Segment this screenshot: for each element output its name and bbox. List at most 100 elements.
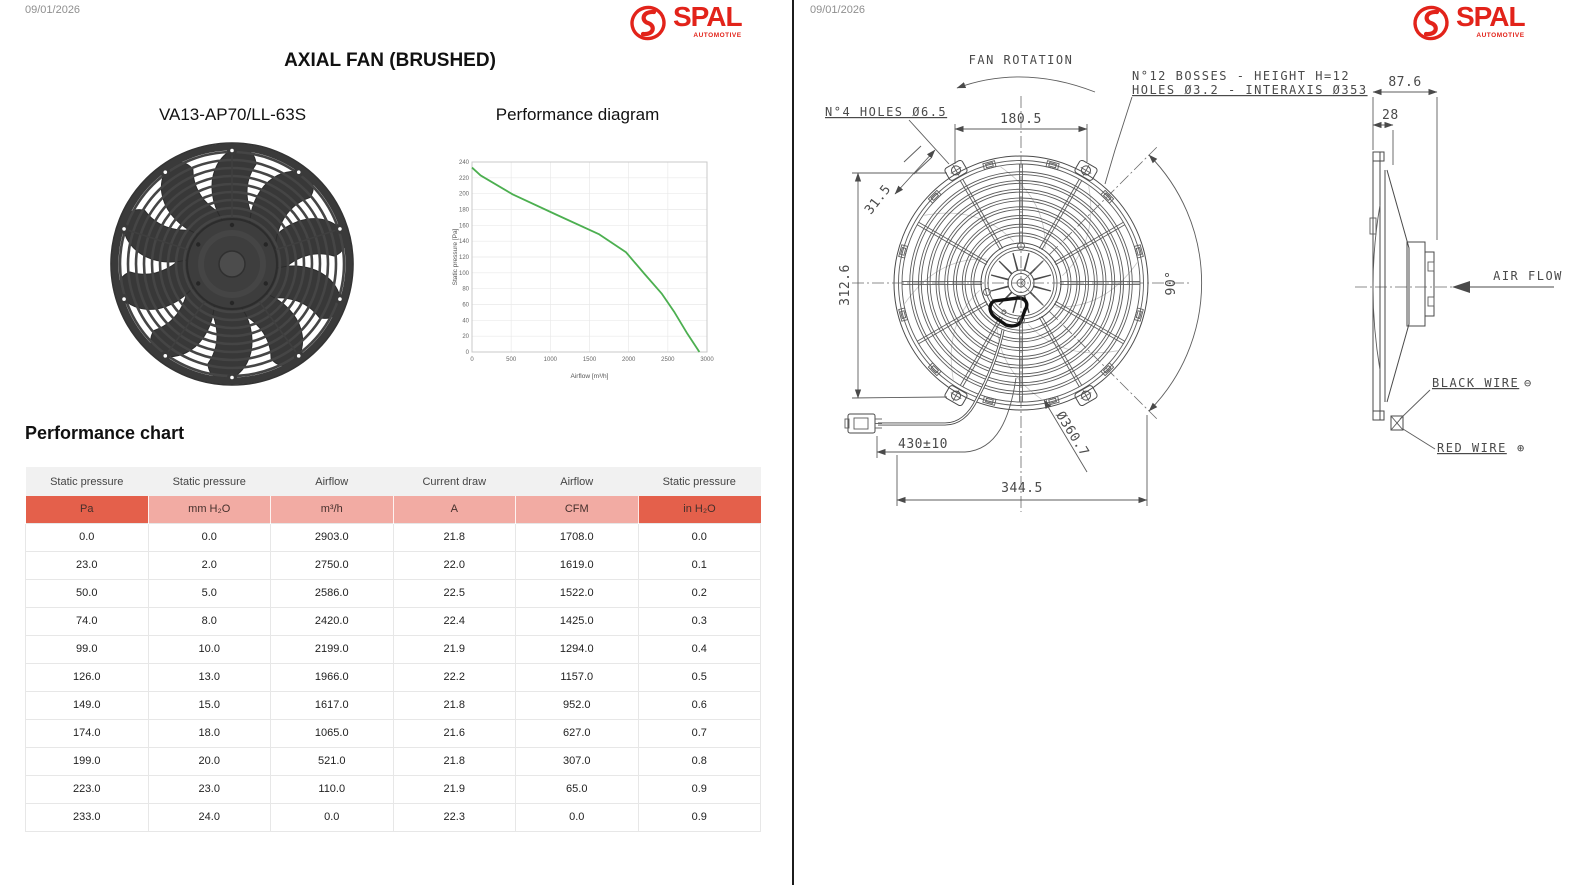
table-cell: 307.0 xyxy=(515,746,639,776)
dim-flange: 28 xyxy=(1382,108,1399,123)
svg-text:20: 20 xyxy=(462,334,469,340)
table-cell: 22.5 xyxy=(392,578,516,608)
bosses-callout-line2: HOLES Ø3.2 - INTERAXIS Ø353 xyxy=(1132,83,1368,97)
column-unit: in H₂O xyxy=(637,496,761,523)
black-wire-label: BLACK WIRE xyxy=(1432,376,1519,390)
svg-text:2500: 2500 xyxy=(661,357,675,363)
fan-product-photo xyxy=(110,142,354,386)
table-row: 23.0 2.0 2750.0 22.0 1619.0 0.1 xyxy=(25,550,761,580)
svg-text:100: 100 xyxy=(459,271,470,277)
table-cell: 2199.0 xyxy=(270,634,394,664)
table-row: 99.0 10.0 2199.0 21.9 1294.0 0.4 xyxy=(25,634,761,664)
table-cell: 18.0 xyxy=(147,718,271,748)
table-cell: 1294.0 xyxy=(515,634,639,664)
angle-arc xyxy=(1148,154,1203,412)
centerline-diag-down xyxy=(1020,282,1158,420)
column-header: Current draw xyxy=(393,467,516,496)
dim-depth: 87.6 xyxy=(1388,75,1421,90)
dim-wire-leader xyxy=(964,377,1017,453)
table-row: 223.0 23.0 110.0 21.9 65.0 0.9 xyxy=(25,774,761,804)
fan-rotation-arrow xyxy=(956,76,1096,93)
svg-text:240: 240 xyxy=(459,160,470,166)
table-cell: 0.5 xyxy=(637,662,761,692)
table-cell: 0.0 xyxy=(515,802,639,832)
svg-text:200: 200 xyxy=(459,192,470,198)
svg-text:120: 120 xyxy=(459,255,470,261)
table-cell: 50.0 xyxy=(25,578,149,608)
svg-text:0: 0 xyxy=(470,357,474,363)
svg-text:0: 0 xyxy=(466,350,470,356)
page-divider xyxy=(792,0,794,885)
table-cell: 952.0 xyxy=(515,690,639,720)
column-unit: Pa xyxy=(25,496,148,523)
column-unit: m³/h xyxy=(270,496,393,523)
table-row: 126.0 13.0 1966.0 22.2 1157.0 0.5 xyxy=(25,662,761,692)
table-cell: 65.0 xyxy=(515,774,639,804)
ext-line xyxy=(903,145,922,163)
column-header: Airflow xyxy=(515,467,638,496)
svg-text:1500: 1500 xyxy=(583,357,597,363)
technical-drawing: 90° FAN ROTATION N°4 HOLES Ø6.5 N°12 BOS… xyxy=(825,53,1563,512)
table-cell: 21.9 xyxy=(392,774,516,804)
front-view xyxy=(844,155,1149,434)
table-cell: 22.3 xyxy=(392,802,516,832)
table-cell: 0.4 xyxy=(637,634,761,664)
table-cell: 22.4 xyxy=(392,606,516,636)
table-cell: 1425.0 xyxy=(515,606,639,636)
table-cell: 0.8 xyxy=(637,746,761,776)
dim-bottom-width: 344.5 xyxy=(1001,481,1043,496)
table-row: 174.0 18.0 1065.0 21.6 627.0 0.7 xyxy=(25,718,761,748)
spal-logo-tagline: AUTOMOTIVE xyxy=(693,32,742,39)
date-right: 09/01/2026 xyxy=(810,4,866,16)
dim-tab-offset: 31.5 xyxy=(862,182,894,217)
table-cell: 2750.0 xyxy=(270,550,394,580)
table-cell: 1157.0 xyxy=(515,662,639,692)
table-cell: 0.1 xyxy=(637,550,761,580)
performance-table-body: 0.0 0.0 2903.0 21.8 1708.0 0.0 23.0 2.0 2750.0 22… xyxy=(25,522,761,832)
table-cell: 1617.0 xyxy=(270,690,394,720)
table-cell: 21.8 xyxy=(392,690,516,720)
svg-text:2000: 2000 xyxy=(622,357,636,363)
table-cell: 0.9 xyxy=(637,774,761,804)
dim-angle: 90° xyxy=(1164,271,1179,296)
ext-line xyxy=(913,157,932,175)
table-cell: 223.0 xyxy=(25,774,149,804)
table-cell: 1065.0 xyxy=(270,718,394,748)
table-cell: 0.3 xyxy=(637,606,761,636)
table-cell: 0.2 xyxy=(637,578,761,608)
performance-line-chart: 0 20 40 60 80 100 120 140 160 180 200 220 240 0 500 100… xyxy=(452,160,714,380)
ext-line xyxy=(851,396,948,399)
table-cell: 8.0 xyxy=(147,606,271,636)
table-cell: 21.8 xyxy=(392,746,516,776)
table-cell: 22.2 xyxy=(392,662,516,692)
table-header-row: Static pressure Static pressure Airflow Cur… xyxy=(25,467,761,496)
table-cell: 99.0 xyxy=(25,634,149,664)
table-cell: 199.0 xyxy=(25,746,149,776)
table-cell: 21.6 xyxy=(392,718,516,748)
dim-left-height: 312.6 xyxy=(838,264,853,306)
model-name: VA13-AP70/LL-63S xyxy=(158,105,307,124)
table-cell: 1522.0 xyxy=(515,578,639,608)
svg-text:40: 40 xyxy=(462,318,469,324)
table-cell: 22.0 xyxy=(392,550,516,580)
performance-table-head: Static pressure Static pressure Airflow Cur… xyxy=(25,467,761,523)
air-flow-arrow-icon xyxy=(1452,281,1470,293)
table-cell: 2903.0 xyxy=(270,522,394,552)
performance-table: Static pressure Static pressure Airflow Cur… xyxy=(25,467,761,832)
air-flow-label: AIR FLOW xyxy=(1493,269,1563,283)
bosses-callout-line1: N°12 BOSSES - HEIGHT H=12 xyxy=(1132,69,1350,83)
table-cell: 110.0 xyxy=(270,774,394,804)
table-cell: 5.0 xyxy=(147,578,271,608)
svg-text:1000: 1000 xyxy=(544,357,558,363)
column-unit: mm H₂O xyxy=(147,496,271,523)
dim-diameter: Ø360.7 xyxy=(1052,409,1091,459)
page-title: AXIAL FAN (BRUSHED) xyxy=(284,50,496,71)
centerline-diag-up xyxy=(1020,146,1158,284)
table-cell: 1966.0 xyxy=(270,662,394,692)
table-cell: 0.0 xyxy=(147,522,271,552)
table-cell: 627.0 xyxy=(515,718,639,748)
table-cell: 2420.0 xyxy=(270,606,394,636)
svg-text:220: 220 xyxy=(459,176,470,182)
table-cell: 10.0 xyxy=(147,634,271,664)
